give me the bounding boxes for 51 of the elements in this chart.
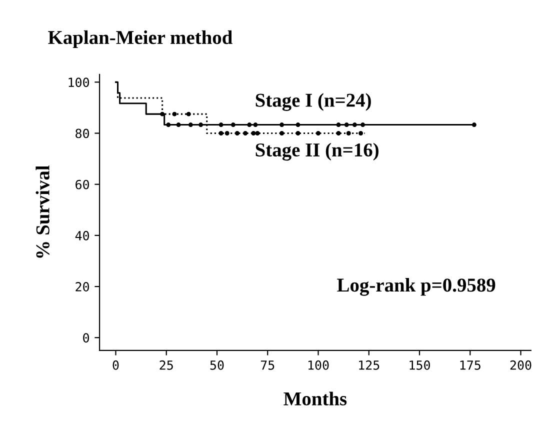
x-tick-label: 50 <box>210 360 224 370</box>
point <box>296 122 300 128</box>
annotation: Stage II (n=16) <box>256 142 378 161</box>
point <box>316 130 320 136</box>
chart-title: Kaplan-Meier method <box>48 30 232 48</box>
point <box>188 122 193 128</box>
point <box>296 130 300 136</box>
y-tick-label: 20 <box>76 282 90 292</box>
point <box>253 122 258 128</box>
point <box>243 130 248 136</box>
point <box>352 122 357 128</box>
x-tick-label: 125 <box>359 360 380 370</box>
point <box>336 122 341 128</box>
y-tick-label: 0 <box>83 333 90 343</box>
point <box>346 130 351 136</box>
x-tick-label: 175 <box>460 360 480 370</box>
point <box>234 130 240 136</box>
point <box>358 130 364 136</box>
point <box>218 130 224 136</box>
point <box>336 130 341 136</box>
x-tick-label: 25 <box>160 360 173 370</box>
point <box>280 130 284 136</box>
x-tick-label: 200 <box>510 360 532 370</box>
point <box>251 130 256 136</box>
point <box>255 130 260 136</box>
x-tick-label: 100 <box>308 360 329 370</box>
point <box>230 122 236 128</box>
point <box>218 122 224 128</box>
annotation: Stage I (n=24) <box>256 93 371 111</box>
y-tick-label: 100 <box>68 78 90 88</box>
x-tick-label: 150 <box>410 360 430 370</box>
point <box>360 122 366 128</box>
x-tick-label: 75 <box>260 360 274 370</box>
x-axis-title: Months <box>284 392 347 406</box>
point <box>186 112 191 116</box>
y-tick-label: 40 <box>75 230 90 240</box>
point <box>198 122 204 128</box>
point <box>280 122 284 128</box>
x-tick-label: 0 <box>112 360 119 370</box>
point <box>344 122 349 128</box>
point <box>176 122 181 128</box>
y-axis-title: % Survival <box>36 165 50 258</box>
point <box>160 112 165 116</box>
point <box>247 122 252 128</box>
y-tick-label: 60 <box>76 180 90 190</box>
point <box>472 122 476 128</box>
point <box>166 122 171 128</box>
point <box>224 130 230 136</box>
point <box>172 112 177 116</box>
y-tick-label: 80 <box>76 128 90 138</box>
annotation: Log-rank p=0.9589 <box>337 278 496 296</box>
